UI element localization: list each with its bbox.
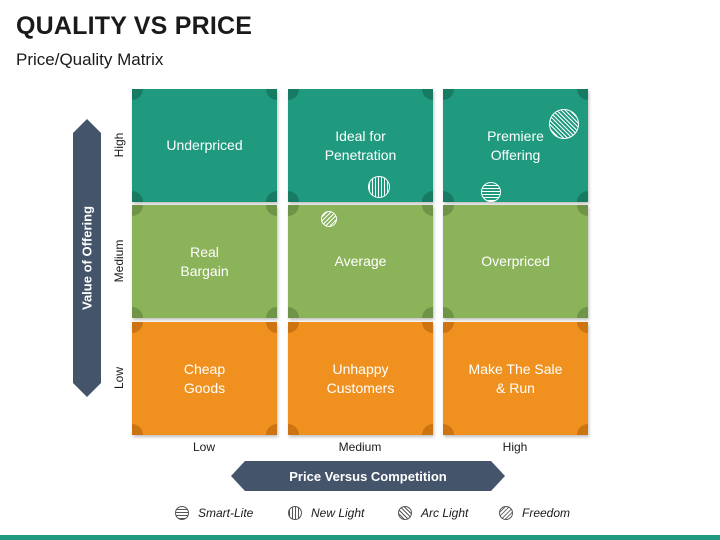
corner-notch [132,89,143,100]
corner-notch [288,322,299,333]
y-axis-label: Value of Offering [79,205,95,311]
corner-notch [288,205,299,216]
cell-cheap-goods: Cheap Goods [132,322,277,435]
corner-notch [577,89,588,100]
y-axis-arrow [73,119,101,397]
corner-notch [443,322,454,333]
x-axis-label: Price Versus Competition [289,468,447,484]
legend-item-smart-lite: Smart-Lite [175,506,253,520]
corner-notch [132,205,143,216]
corner-notch [443,191,454,202]
corner-notch [443,307,454,318]
cell-label: Make The Sale & Run [468,360,563,396]
corner-notch [422,205,433,216]
cell-label: Ideal for Penetration [324,127,397,163]
freedom-marker-icon [321,211,337,227]
cell-label: Underpriced [166,137,243,153]
legend-label: Arc Light [421,506,469,520]
legend-item-new-light: New Light [288,506,364,520]
corner-notch [288,89,299,100]
smart-lite-marker-icon [481,182,501,202]
cell-average: Average [288,205,433,318]
horizontal-stripes-icon [175,506,189,520]
corner-notch [132,307,143,318]
cell-overpriced: Overpriced [443,205,588,318]
corner-notch [577,307,588,318]
corner-notch [422,307,433,318]
footer-accent-bar [0,535,720,540]
corner-notch [422,191,433,202]
col-label-high: High [502,440,528,454]
cell-underpriced: Underpriced [132,89,277,202]
corner-notch [288,424,299,435]
cell-real-bargain: Real Bargain [132,205,277,318]
legend-label: Smart-Lite [198,506,254,520]
corner-notch [266,191,277,202]
corner-notch [132,191,143,202]
vertical-stripes-icon [288,506,302,520]
cell-label: Premiere Offering [487,127,544,163]
corner-notch [577,424,588,435]
corner-notch [422,322,433,333]
corner-notch [443,89,454,100]
cell-unhappy-customers: Unhappy Customers [288,322,433,435]
arc-light-marker-icon [549,109,579,139]
legend-label: New Light [311,506,365,520]
legend: Smart-Lite New Light Arc Light Freedom [0,506,720,524]
col-label-medium: Medium [338,440,382,454]
page-subtitle: Price/Quality Matrix [16,50,164,69]
x-axis-arrow: Price Versus Competition [231,461,505,491]
cell-label: Average [334,253,387,269]
cell-label: Overpriced [481,253,550,269]
cell-make-the-sale-and-run: Make The Sale & Run [443,322,588,435]
col-label-low: Low [192,440,216,454]
corner-notch [266,322,277,333]
diagonal-stripes-icon [398,506,412,520]
cell-premiere-offering: Premiere Offering [443,89,588,202]
corner-notch [577,205,588,216]
corner-notch [443,424,454,435]
corner-notch [132,322,143,333]
corner-notch [266,307,277,318]
corner-notch [288,191,299,202]
corner-notch [443,205,454,216]
cell-label: Cheap Goods [183,360,226,396]
cell-label: Real Bargain [180,243,229,279]
corner-notch [266,205,277,216]
corner-notch [266,424,277,435]
cell-ideal-for-penetration: Ideal for Penetration [288,89,433,202]
corner-notch [577,191,588,202]
legend-label: Freedom [522,506,571,520]
row-label-low: Low [112,366,126,390]
corner-notch [266,89,277,100]
legend-item-freedom: Freedom [499,506,570,520]
corner-notch [288,307,299,318]
cell-label: Unhappy Customers [326,360,395,396]
corner-notch [422,424,433,435]
row-label-high: High [112,132,126,158]
new-light-marker-icon [368,176,390,198]
corner-notch [422,89,433,100]
row-label-medium: Medium [112,239,126,283]
legend-item-arc-light: Arc Light [398,506,468,520]
corner-notch [577,322,588,333]
page-title: QUALITY VS PRICE [16,12,253,40]
corner-notch [132,424,143,435]
dotted-circle-icon [499,506,513,520]
